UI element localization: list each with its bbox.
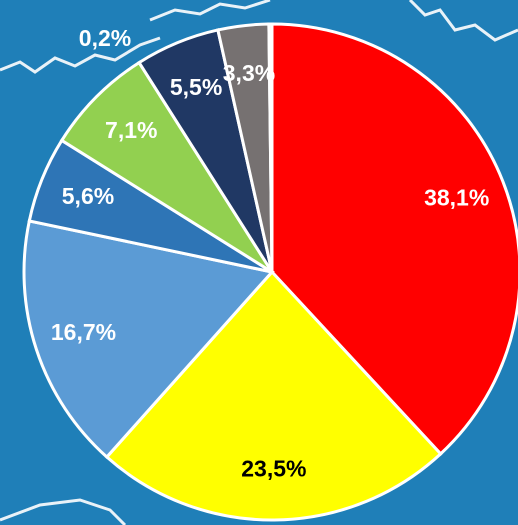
data-label: 3,3% — [223, 60, 275, 86]
pie-slice — [267, 22, 274, 273]
data-label: 23,5% — [241, 455, 306, 481]
data-label: 38,1% — [424, 185, 489, 211]
data-label: 5,6% — [62, 183, 114, 209]
pie-slice — [270, 22, 518, 456]
data-label: 7,1% — [105, 117, 157, 143]
data-label: 5,5% — [170, 74, 222, 100]
pie-slice — [59, 60, 274, 274]
data-label: 0,2% — [79, 25, 131, 51]
data-label: 16,7% — [51, 319, 116, 345]
pie-slice — [104, 269, 443, 522]
pie-slice — [22, 219, 275, 460]
